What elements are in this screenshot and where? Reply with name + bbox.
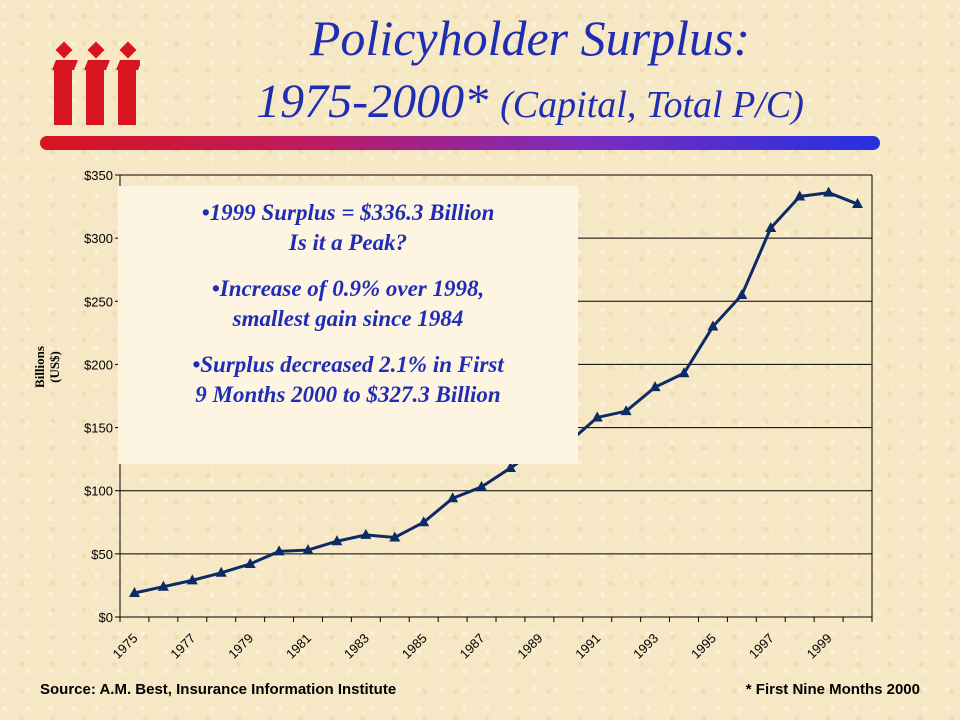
title-divider <box>40 136 880 150</box>
data-point-1995 <box>707 320 719 331</box>
data-point-1981 <box>302 544 314 555</box>
title-subtitle: (Capital, Total P/C) <box>500 84 804 126</box>
data-point-1997 <box>765 222 777 233</box>
callout-bullet-2-line1: •Increase of 0.9% over 1998, <box>211 276 485 301</box>
x-tick-label: 1987 <box>457 631 488 662</box>
title-line1: Policyholder Surplus: <box>309 10 751 66</box>
data-point-1998 <box>794 190 806 201</box>
data-point-1993 <box>649 381 661 392</box>
data-point-1994 <box>678 367 690 378</box>
callout-bullet-3-line1: •Surplus decreased 2.1% in First <box>192 352 504 377</box>
page-title: Policyholder Surplus: 1975-2000* (Capita… <box>150 10 910 133</box>
callout-box: •1999 Surplus = $336.3 Billion Is it a P… <box>118 186 578 464</box>
x-tick-label: 1981 <box>283 631 314 662</box>
data-point-1975 <box>128 587 140 598</box>
series-line <box>134 191 859 595</box>
source-note: Source: A.M. Best, Insurance Information… <box>40 681 397 698</box>
callout-bullet-3: •Surplus decreased 2.1% in First 9 Month… <box>118 350 578 410</box>
x-tick-label: 1995 <box>688 631 719 662</box>
x-tick-label: 1999 <box>804 631 835 662</box>
data-point-1978 <box>215 566 227 577</box>
title-line2: 1975-2000* (Capital, Total P/C) <box>150 74 910 133</box>
y-tick-label: $350 <box>84 168 113 183</box>
x-tick-label: 1993 <box>630 631 661 662</box>
y-tick-label: $0 <box>99 610 113 625</box>
data-point-1996 <box>736 288 748 299</box>
y-tick-label: $200 <box>84 357 113 372</box>
iii-logo-icon <box>52 41 140 125</box>
data-point-1976 <box>157 580 169 591</box>
data-point-1992 <box>620 405 632 416</box>
y-axis-label: Billions (US$) <box>32 346 62 388</box>
data-point-1984 <box>389 531 401 542</box>
data-point-1985 <box>418 516 430 527</box>
y-tick-label: $50 <box>91 547 113 562</box>
callout-bullet-1-line2: Is it a Peak? <box>288 230 408 255</box>
callout-bullet-1: •1999 Surplus = $336.3 Billion Is it a P… <box>118 198 578 258</box>
x-tick-label: 1983 <box>341 631 372 662</box>
y-tick-label: $150 <box>84 421 113 436</box>
x-tick-label: 1997 <box>746 631 777 662</box>
callout-bullet-2: •Increase of 0.9% over 1998, smallest ga… <box>118 274 578 334</box>
y-tick-label: $250 <box>84 294 113 309</box>
data-point-1979 <box>244 557 256 568</box>
data-point-1987 <box>476 480 488 491</box>
data-point-1986 <box>447 492 459 503</box>
x-tick-label: 1979 <box>225 631 256 662</box>
x-tick-label: 1989 <box>514 631 545 662</box>
data-point-1988 <box>504 461 516 472</box>
data-point-2000 <box>852 198 864 209</box>
x-tick-label: 1985 <box>399 631 430 662</box>
callout-bullet-3-line2: 9 Months 2000 to $327.3 Billion <box>195 382 501 407</box>
x-tick-label: 1991 <box>572 631 603 662</box>
data-point-1983 <box>360 528 372 539</box>
y-tick-label: $100 <box>84 484 113 499</box>
x-tick-label: 1975 <box>110 631 141 662</box>
data-point-1980 <box>273 545 285 556</box>
x-tick-label: 1977 <box>167 631 198 662</box>
data-point-1999 <box>823 186 835 197</box>
data-point-1991 <box>591 411 603 422</box>
data-point-1982 <box>331 535 343 546</box>
title-years: 1975-2000* <box>256 75 489 128</box>
callout-bullet-2-line2: smallest gain since 1984 <box>232 306 464 331</box>
y-tick-label: $300 <box>84 231 113 246</box>
data-point-1977 <box>186 574 198 585</box>
callout-bullet-1-line1: •1999 Surplus = $336.3 Billion <box>201 200 495 225</box>
footnote: * First Nine Months 2000 <box>745 681 920 698</box>
